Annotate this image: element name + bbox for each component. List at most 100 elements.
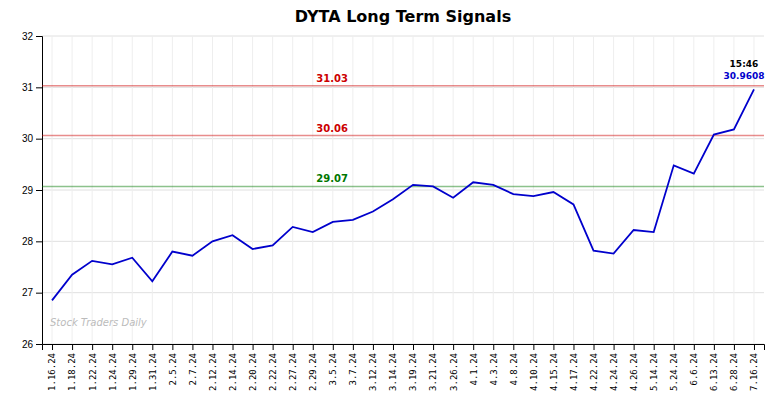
- grid-line: [593, 36, 594, 344]
- chart: 262728293031321.16.241.18.241.22.241.24.…: [0, 0, 784, 398]
- grid-line: [42, 241, 764, 242]
- x-tick: 3.26.24: [449, 344, 459, 391]
- x-tick: 3.14.24: [388, 344, 398, 391]
- x-tick: 3.19.24: [408, 344, 418, 391]
- grid-line: [42, 190, 764, 191]
- x-tick: 2.7.24: [188, 344, 198, 386]
- grid-line: [493, 36, 494, 344]
- tick-label: 4.8.24: [509, 353, 519, 386]
- x-tick: 2.27.24: [288, 344, 298, 391]
- tick-mark: [36, 293, 42, 294]
- tick-mark: [92, 344, 93, 350]
- grid-line: [453, 36, 454, 344]
- tick-mark: [694, 344, 695, 350]
- grid-line: [573, 36, 574, 344]
- tick-mark: [132, 344, 133, 350]
- tick-mark: [734, 344, 735, 350]
- tick-mark: [714, 344, 715, 350]
- x-tick: 2.12.24: [208, 344, 218, 391]
- annotation: 30.9608: [723, 71, 764, 81]
- grid-line: [72, 36, 73, 344]
- x-tick: 1.29.24: [128, 344, 138, 391]
- grid-line: [753, 36, 754, 344]
- tick-label: 1.29.24: [128, 353, 138, 391]
- grid-line: [172, 36, 173, 344]
- tick-mark: [36, 344, 42, 345]
- labels: 31.0330.0629.0715:4630.9608Stock Traders…: [50, 59, 764, 327]
- tick-mark: [654, 344, 655, 350]
- grid-line: [192, 36, 193, 344]
- tick-mark: [754, 344, 755, 350]
- x-tick: 6.6.24: [689, 344, 699, 386]
- tick-label: 3.14.24: [388, 353, 398, 391]
- tick-mark: [433, 344, 434, 350]
- axis-line: [36, 37, 43, 345]
- y-axis: 26272829303132: [22, 31, 43, 350]
- tick-label: 4.1.24: [469, 353, 479, 386]
- reference-label: 30.06: [316, 123, 348, 134]
- grid-line: [513, 36, 514, 344]
- grid-line: [473, 36, 474, 344]
- tick-label: 3.19.24: [408, 353, 418, 391]
- tick-mark: [614, 344, 615, 350]
- x-tick: 4.8.24: [509, 344, 519, 386]
- x-tick: 2.5.24: [168, 344, 178, 386]
- tick-label: 5.14.24: [649, 353, 659, 391]
- tick-mark: [36, 139, 42, 140]
- x-tick: 4.24.24: [609, 344, 619, 391]
- tick-mark: [674, 344, 675, 350]
- tick-mark: [253, 344, 254, 350]
- grid-line: [42, 36, 764, 37]
- grid-line: [42, 87, 764, 88]
- watermark: Stock Traders Daily: [50, 317, 148, 328]
- tick-label: 26: [22, 339, 34, 350]
- tick-mark: [453, 344, 454, 350]
- tick-label: 4.26.24: [629, 353, 639, 391]
- grid-line: [392, 36, 393, 344]
- y-tick: 32: [22, 31, 42, 42]
- x-axis: 1.16.241.18.241.22.241.24.241.29.241.31.…: [43, 344, 765, 391]
- tick-label: 6.13.24: [709, 353, 719, 391]
- tick-mark: [513, 344, 514, 350]
- x-tick: 3.7.24: [348, 344, 358, 386]
- tick-label: 3.21.24: [428, 353, 438, 391]
- annotation: 15:46: [730, 59, 759, 69]
- reference-line: [42, 85, 764, 87]
- tick-mark: [573, 344, 574, 350]
- x-tick: 7.16.24: [749, 344, 759, 391]
- reference-label: 29.07: [316, 173, 348, 184]
- grid-line: [292, 36, 293, 344]
- grid-line: [733, 36, 734, 344]
- tick-label: 1.18.24: [67, 353, 77, 391]
- grid-line: [372, 36, 373, 344]
- tick-label: 27: [22, 287, 34, 298]
- x-tick: 2.20.24: [248, 344, 258, 391]
- tick-label: 28: [22, 236, 34, 247]
- grid-line: [52, 36, 53, 344]
- x-tick: 4.22.24: [589, 344, 599, 391]
- grid-line: [693, 36, 694, 344]
- grid-line: [212, 36, 213, 344]
- tick-label: 2.14.24: [228, 353, 238, 391]
- x-tick: 5.14.24: [649, 344, 659, 391]
- grid-line: [312, 36, 313, 344]
- tick-mark: [152, 344, 153, 350]
- tick-mark: [273, 344, 274, 350]
- x-tick: 4.17.24: [569, 344, 579, 391]
- tick-mark: [553, 344, 554, 350]
- tick-mark: [52, 344, 53, 350]
- tick-mark: [172, 344, 173, 350]
- grid-line: [232, 36, 233, 344]
- tick-label: 3.5.24: [328, 353, 338, 386]
- axis-line: [43, 345, 765, 351]
- tick-label: 1.16.24: [47, 353, 57, 391]
- grid-line: [92, 36, 93, 344]
- grid-line: [713, 36, 714, 344]
- grid-line: [413, 36, 414, 344]
- tick-label: 7.16.24: [749, 353, 759, 391]
- tick-mark: [112, 344, 113, 350]
- tick-label: 3.26.24: [449, 353, 459, 391]
- tick-mark: [36, 190, 42, 191]
- tick-label: 4.10.24: [529, 353, 539, 391]
- x-tick: 1.22.24: [88, 344, 98, 391]
